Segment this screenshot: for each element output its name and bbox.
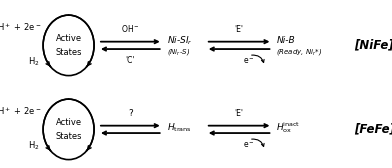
Text: Ni-B: Ni-B xyxy=(276,36,295,45)
Text: (Ni$_r$-S): (Ni$_r$-S) xyxy=(167,47,190,57)
Text: 2H$^+$ + 2e$^-$: 2H$^+$ + 2e$^-$ xyxy=(0,105,41,117)
Text: Active: Active xyxy=(56,34,82,43)
Text: H$_2$: H$_2$ xyxy=(28,56,39,68)
Text: e$^-$: e$^-$ xyxy=(243,140,255,150)
Text: Ni-SI$_r$: Ni-SI$_r$ xyxy=(167,34,192,47)
Text: States: States xyxy=(55,48,82,57)
Text: H$_{\rm trans}$: H$_{\rm trans}$ xyxy=(167,121,191,134)
Text: Active: Active xyxy=(56,118,82,127)
Text: H$_2$: H$_2$ xyxy=(28,140,39,152)
Text: 'E': 'E' xyxy=(235,109,243,118)
Text: 2H$^+$ + 2e$^-$: 2H$^+$ + 2e$^-$ xyxy=(0,21,41,33)
Text: 'E': 'E' xyxy=(235,25,243,34)
Text: 'C': 'C' xyxy=(125,56,135,65)
Text: (Ready, Ni$_r$*): (Ready, Ni$_r$*) xyxy=(276,47,323,57)
Text: e$^-$: e$^-$ xyxy=(243,56,255,66)
Text: H$_{\rm ox}^{\rm inact}$: H$_{\rm ox}^{\rm inact}$ xyxy=(276,120,301,135)
Text: ?: ? xyxy=(128,109,133,118)
Text: [NiFe]: [NiFe] xyxy=(354,39,392,52)
Text: States: States xyxy=(55,132,82,141)
Text: [FeFe]: [FeFe] xyxy=(354,123,392,136)
Text: OH$^-$: OH$^-$ xyxy=(121,24,140,34)
